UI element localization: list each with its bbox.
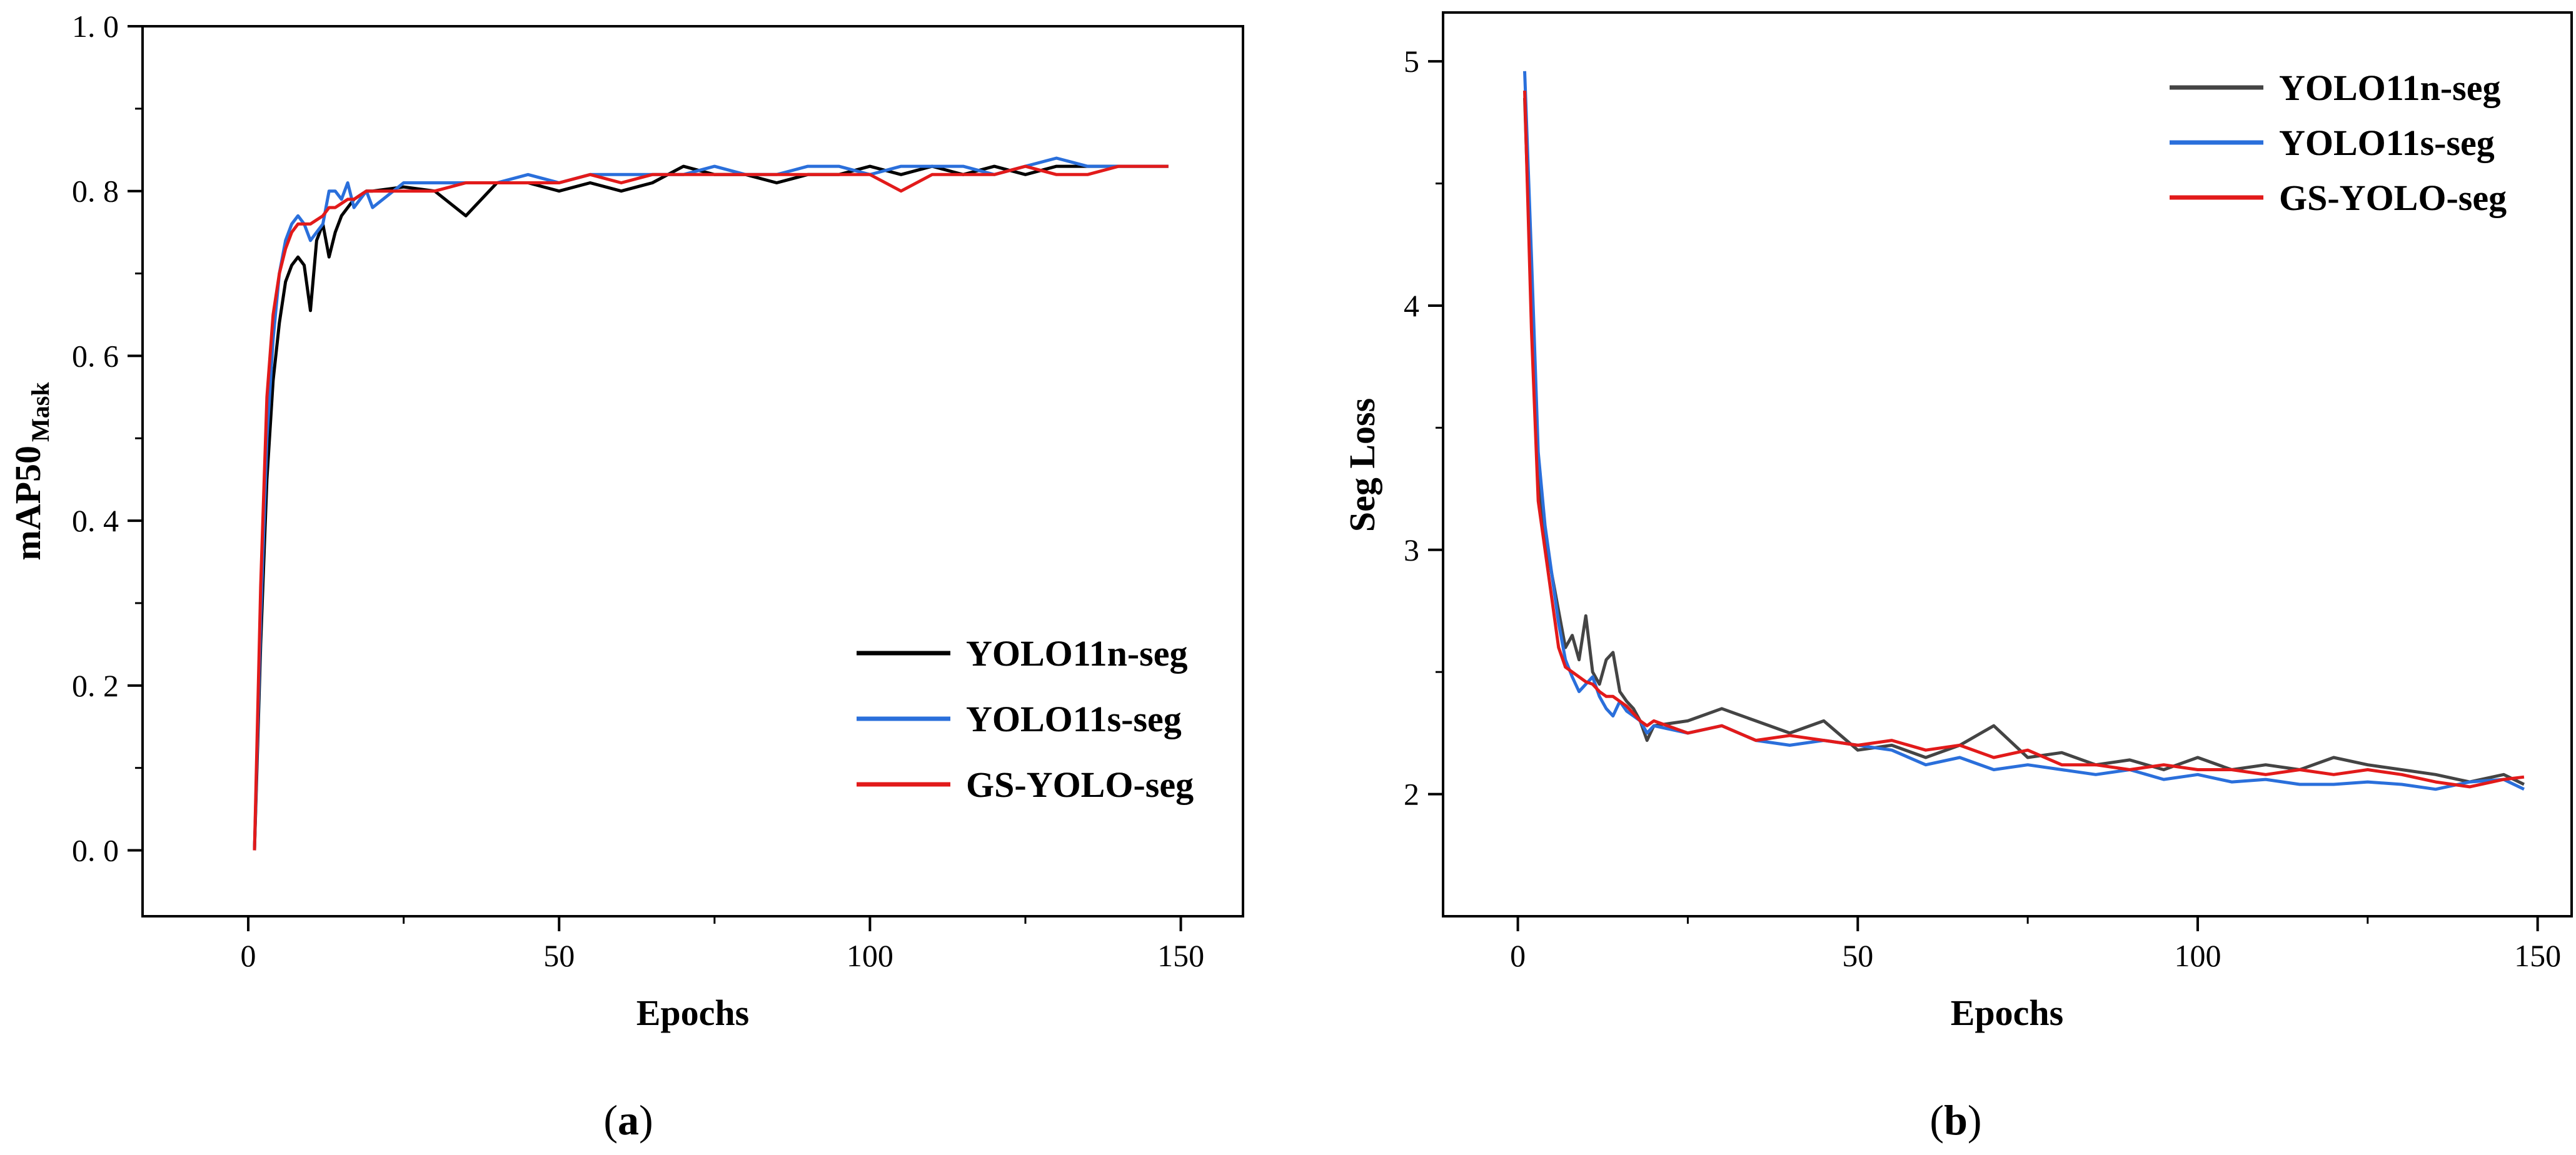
x-tick-label: 100 bbox=[847, 938, 893, 973]
legend-label: GS-YOLO-seg bbox=[966, 764, 1194, 805]
series-lines-a bbox=[253, 156, 1169, 851]
series-line-yolo11s-seg bbox=[1523, 71, 2525, 791]
legend-label: YOLO11n-seg bbox=[2279, 68, 2501, 108]
ticks-a: 0 50 100 150 0. 0 0. 2 0. 4 0. 6 0. 8 1. 0 bbox=[72, 9, 1204, 973]
y-tick-label: 2 bbox=[1404, 777, 1419, 812]
series-line-gs-yolo-seg bbox=[253, 164, 1169, 851]
ticks-b: 0 50 100 150 2 3 4 5 bbox=[1404, 44, 2561, 973]
y-axis-title-a: mAP50 Mask bbox=[8, 382, 54, 561]
legend-b: YOLO11n-seg YOLO11s-seg GS-YOLO-seg bbox=[2170, 68, 2507, 218]
x-tick-label: 150 bbox=[1157, 938, 1204, 973]
series-line-yolo11n-seg bbox=[1523, 98, 2525, 786]
series-line-gs-yolo-seg bbox=[1523, 91, 2525, 789]
series-line-yolo11n-seg bbox=[253, 164, 1169, 851]
y-tick-label: 0. 0 bbox=[72, 833, 119, 868]
y-axis-title-main-a: mAP50 bbox=[8, 446, 48, 561]
y-tick-label: 0. 6 bbox=[72, 338, 119, 373]
x-tick-label: 50 bbox=[543, 938, 575, 973]
series-line-yolo11s-seg bbox=[253, 156, 1169, 851]
y-axis-title-b: Seg Loss bbox=[1342, 398, 1382, 532]
panel-label-a: (a) bbox=[603, 1096, 653, 1144]
y-tick-label: 0. 4 bbox=[72, 503, 119, 538]
series-lines-b bbox=[1523, 71, 2525, 791]
y-tick-label: 5 bbox=[1404, 44, 1419, 79]
x-axis-title-b: Epochs bbox=[1951, 992, 2064, 1033]
x-tick-label: 0 bbox=[241, 938, 256, 973]
x-tick-label: 0 bbox=[1510, 938, 1526, 973]
legend-label: YOLO11n-seg bbox=[966, 633, 1188, 674]
y-tick-label: 0. 2 bbox=[72, 668, 119, 703]
legend-a: YOLO11n-seg YOLO11s-seg GS-YOLO-seg bbox=[857, 633, 1194, 805]
panel-a: 0 50 100 150 0. 0 0. 2 0. 4 0. 6 0. 8 1. 0 Epochs… bbox=[8, 9, 1244, 1144]
plot-frame-a bbox=[141, 25, 1244, 918]
y-axis-title-sub-a: Mask bbox=[26, 382, 54, 442]
y-tick-label: 3 bbox=[1404, 532, 1419, 568]
plot-frame-b bbox=[1442, 11, 2573, 918]
legend-label: GS-YOLO-seg bbox=[2279, 178, 2507, 218]
panel-label-b: (b) bbox=[1929, 1096, 1981, 1144]
y-tick-label: 4 bbox=[1404, 288, 1419, 323]
y-tick-label: 0. 8 bbox=[72, 174, 119, 209]
x-tick-label: 50 bbox=[1842, 938, 1873, 973]
y-tick-label: 1. 0 bbox=[72, 9, 119, 44]
x-tick-label: 100 bbox=[2174, 938, 2221, 973]
x-axis-title-a: Epochs bbox=[636, 992, 750, 1033]
x-tick-label: 150 bbox=[2514, 938, 2561, 973]
legend-label: YOLO11s-seg bbox=[2279, 122, 2495, 163]
panel-b: 0 50 100 150 2 3 4 5 Epochs Seg Loss YOLO11n-se… bbox=[1342, 11, 2573, 1144]
legend-label: YOLO11s-seg bbox=[966, 699, 1182, 739]
